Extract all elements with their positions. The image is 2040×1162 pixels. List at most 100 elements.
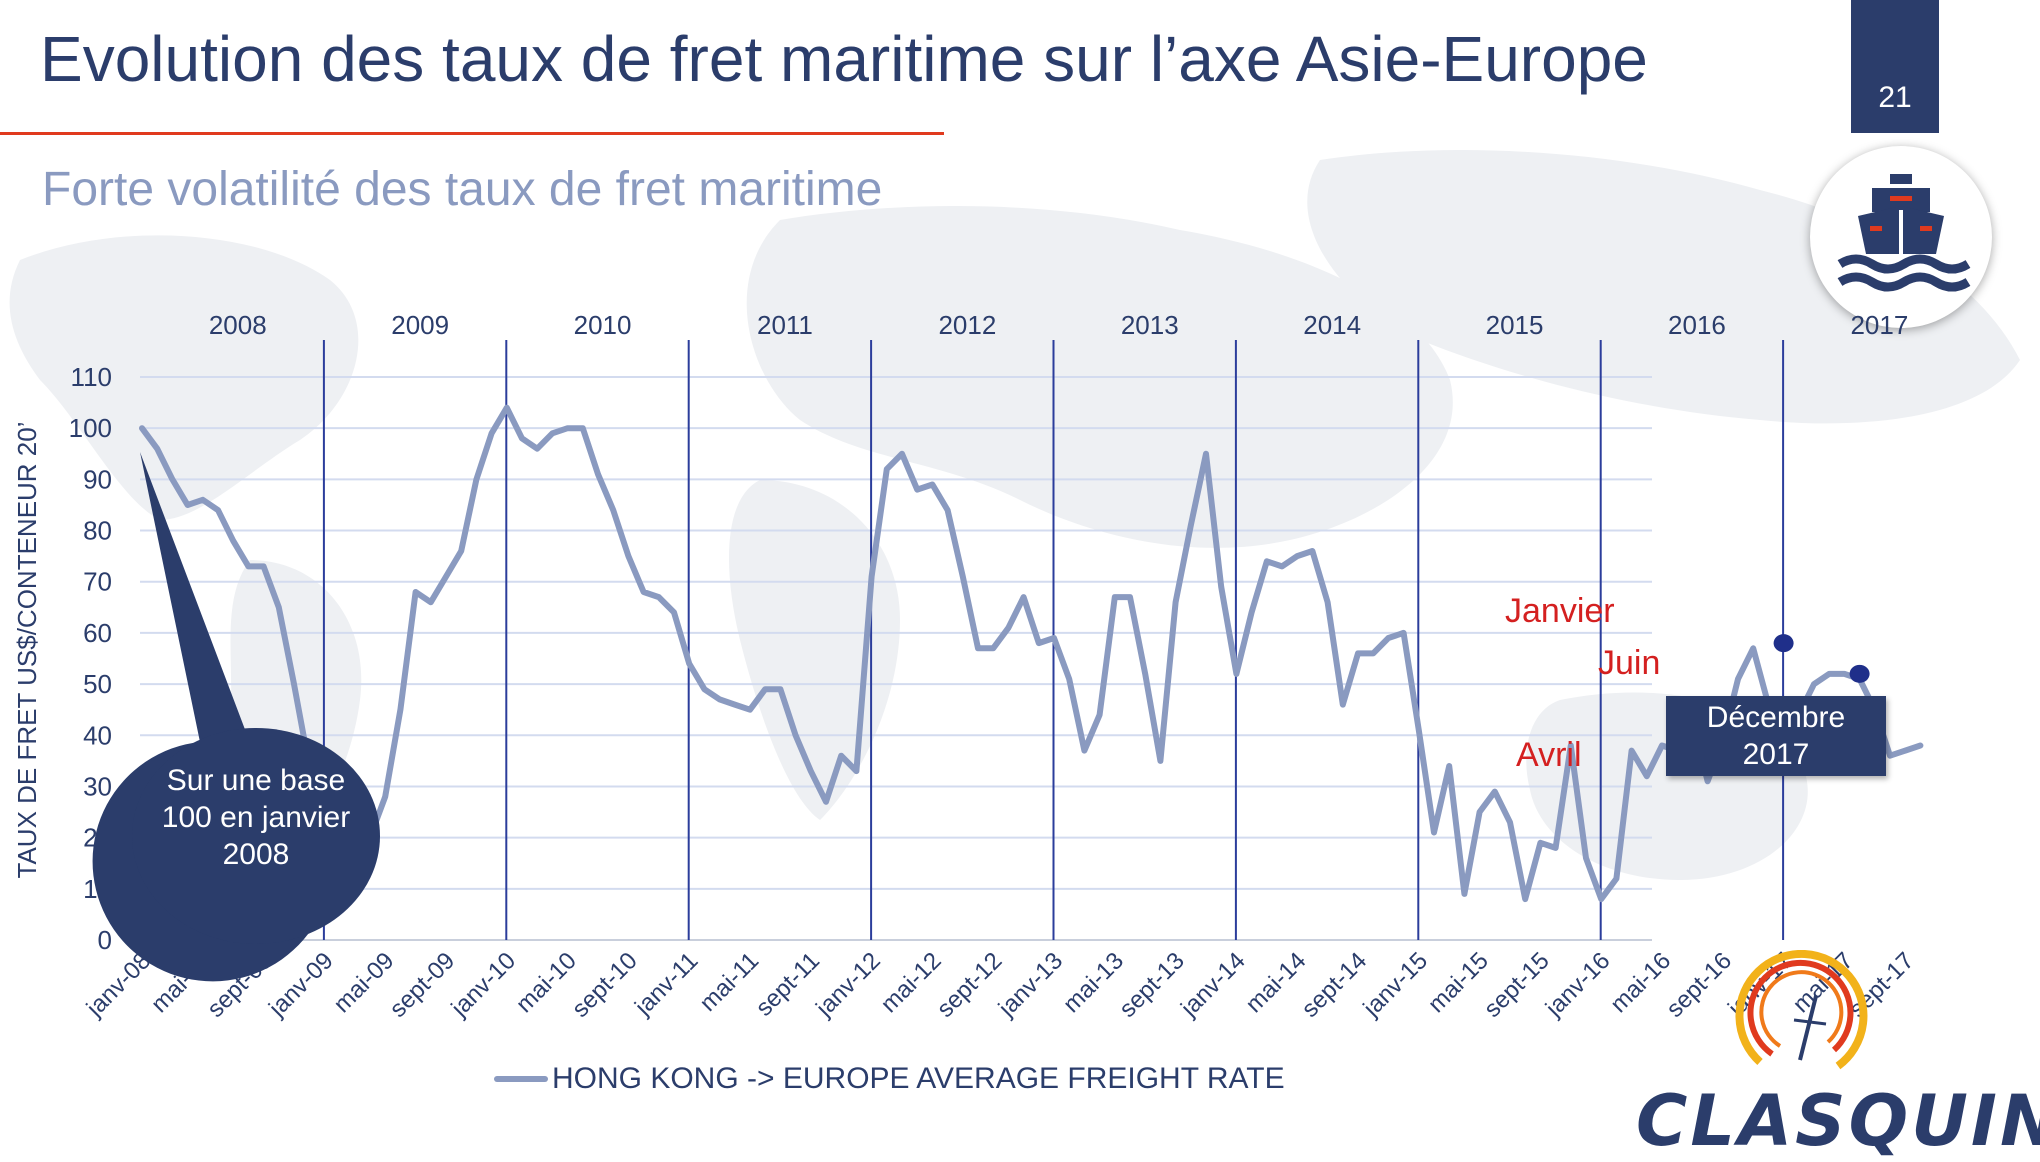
data-point bbox=[656, 594, 662, 600]
data-point bbox=[1750, 645, 1756, 651]
y-tick-label: 50 bbox=[83, 669, 112, 699]
data-point bbox=[1233, 671, 1239, 677]
december-2017-box: Décembre 2017 bbox=[1666, 696, 1886, 776]
chart-legend: HONG KONG -> EUROPE AVERAGE FREIGHT RATE bbox=[494, 1062, 1285, 1096]
clasquin-logo bbox=[1735, 950, 1868, 1070]
y-tick-label: 60 bbox=[83, 618, 112, 648]
data-point bbox=[169, 476, 175, 482]
data-point bbox=[686, 661, 692, 667]
y-tick-label: 100 bbox=[69, 413, 112, 443]
y-tick-label: 30 bbox=[83, 771, 112, 801]
data-point bbox=[1902, 748, 1908, 754]
data-point bbox=[1142, 671, 1148, 677]
data-point bbox=[276, 604, 282, 610]
data-point bbox=[960, 574, 966, 580]
data-point bbox=[1492, 789, 1498, 795]
x-tick-label: janv-10 bbox=[446, 947, 521, 1022]
data-point bbox=[154, 446, 160, 452]
data-point bbox=[1507, 819, 1513, 825]
x-tick-label: janv-11 bbox=[629, 947, 703, 1021]
data-point bbox=[701, 686, 707, 692]
data-point bbox=[1249, 609, 1255, 615]
x-tick-label: janv-12 bbox=[810, 947, 885, 1022]
x-tick-label: sept-14 bbox=[1297, 947, 1373, 1023]
legend-label: HONG KONG -> EUROPE AVERAGE FREIGHT RATE bbox=[552, 1062, 1285, 1095]
year-label: 2014 bbox=[1303, 310, 1361, 340]
data-point bbox=[1097, 712, 1103, 718]
data-point bbox=[808, 768, 814, 774]
marker-label-juin: Juin bbox=[1598, 644, 1661, 682]
x-tick-label: sept-11 bbox=[751, 947, 825, 1021]
year-label: 2009 bbox=[391, 310, 449, 340]
data-point bbox=[1841, 671, 1847, 677]
data-point bbox=[1385, 635, 1391, 641]
data-point bbox=[975, 645, 981, 651]
data-point bbox=[929, 482, 935, 487]
marker-label-janvier: Janvier bbox=[1505, 592, 1615, 630]
x-tick-label: janv-15 bbox=[1358, 947, 1433, 1022]
year-label: 2010 bbox=[574, 310, 632, 340]
data-point bbox=[762, 686, 768, 692]
data-point bbox=[1917, 743, 1923, 748]
data-point bbox=[1218, 584, 1224, 590]
data-point bbox=[245, 563, 251, 569]
year-label: 2008 bbox=[209, 310, 267, 340]
data-point bbox=[1629, 748, 1635, 754]
data-point bbox=[610, 507, 616, 513]
data-point bbox=[261, 563, 267, 569]
page-number: 21 bbox=[1878, 81, 1912, 114]
data-point bbox=[823, 799, 829, 805]
x-tick-label: janv-13 bbox=[993, 947, 1068, 1022]
data-point bbox=[1401, 630, 1407, 636]
annotation-marker bbox=[1849, 664, 1870, 683]
data-point bbox=[1568, 743, 1574, 748]
data-point bbox=[1279, 563, 1285, 569]
data-point bbox=[1005, 625, 1011, 631]
data-point bbox=[869, 574, 875, 580]
data-point bbox=[945, 507, 951, 513]
data-point bbox=[534, 446, 540, 452]
data-point bbox=[990, 645, 996, 651]
y-tick-label: 90 bbox=[83, 464, 112, 494]
data-point bbox=[1553, 845, 1559, 851]
data-point bbox=[1325, 599, 1331, 605]
december-year: 2017 bbox=[1742, 738, 1810, 771]
ship-badge bbox=[1810, 146, 1992, 328]
data-point bbox=[200, 497, 206, 503]
december-label: Décembre bbox=[1706, 701, 1846, 734]
data-point bbox=[1081, 748, 1087, 754]
data-point bbox=[504, 405, 510, 411]
data-point bbox=[1537, 840, 1543, 846]
data-point bbox=[458, 548, 464, 554]
data-point bbox=[549, 430, 555, 436]
data-point bbox=[185, 502, 191, 508]
x-tick-label: sept-12 bbox=[932, 947, 1008, 1023]
data-point bbox=[595, 471, 601, 477]
data-point bbox=[1431, 830, 1437, 835]
year-label: 2012 bbox=[938, 310, 996, 340]
data-point bbox=[747, 707, 753, 713]
y-tick-label: 0 bbox=[98, 925, 112, 955]
data-point bbox=[1066, 676, 1072, 682]
title-underline bbox=[0, 132, 944, 135]
data-point bbox=[1157, 758, 1163, 764]
data-point bbox=[1370, 650, 1376, 656]
data-point bbox=[1735, 676, 1741, 682]
data-point bbox=[1294, 553, 1300, 559]
series-line-hong-kong-europe bbox=[139, 404, 1924, 903]
x-tick-label: sept-10 bbox=[567, 947, 643, 1023]
data-point bbox=[853, 768, 859, 774]
data-point bbox=[1811, 681, 1817, 687]
data-point bbox=[671, 609, 677, 615]
data-point bbox=[1203, 451, 1209, 457]
data-point bbox=[1416, 727, 1422, 733]
data-point bbox=[884, 466, 890, 472]
data-point bbox=[1522, 896, 1528, 902]
clasquin-wordmark: CLASQUIN bbox=[1636, 1080, 2040, 1162]
data-point bbox=[641, 589, 647, 595]
data-point bbox=[732, 702, 738, 708]
y-tick-label: 110 bbox=[71, 362, 112, 392]
data-point bbox=[382, 794, 388, 800]
data-point bbox=[1340, 702, 1346, 708]
slide-subtitle: Forte volatilité des taux de fret mariti… bbox=[42, 163, 883, 216]
